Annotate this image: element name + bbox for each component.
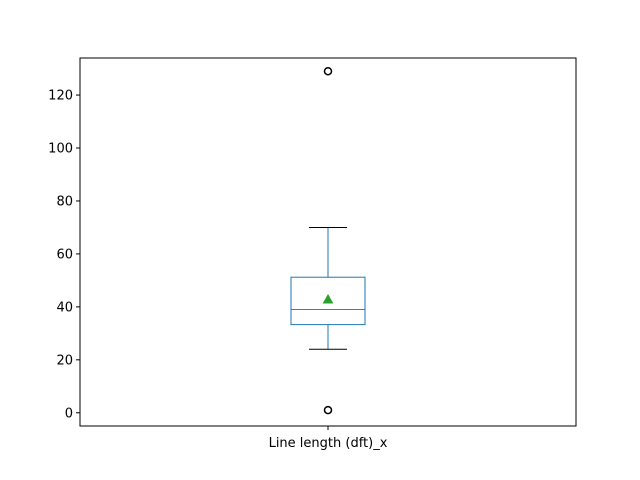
y-axis: 0 20 40 60 80 100 120 bbox=[48, 89, 80, 421]
x-axis: Line length (dft)_x bbox=[269, 426, 388, 451]
flier-0 bbox=[323, 405, 333, 415]
y-tick-label-100: 100 bbox=[48, 142, 73, 157]
boxes-group bbox=[290, 66, 366, 415]
y-tick-label-20: 20 bbox=[56, 353, 73, 368]
y-tick-label-40: 40 bbox=[56, 300, 73, 315]
y-tick-label-120: 120 bbox=[48, 89, 73, 104]
x-tick-label-0: Line length (dft)_x bbox=[269, 436, 388, 451]
flier-1 bbox=[323, 66, 333, 76]
y-tick-label-60: 60 bbox=[56, 247, 73, 262]
y-tick-label-0: 0 bbox=[65, 406, 73, 421]
mean-marker bbox=[322, 293, 334, 304]
box-iqr bbox=[290, 276, 366, 326]
y-tick-label-80: 80 bbox=[56, 194, 73, 209]
